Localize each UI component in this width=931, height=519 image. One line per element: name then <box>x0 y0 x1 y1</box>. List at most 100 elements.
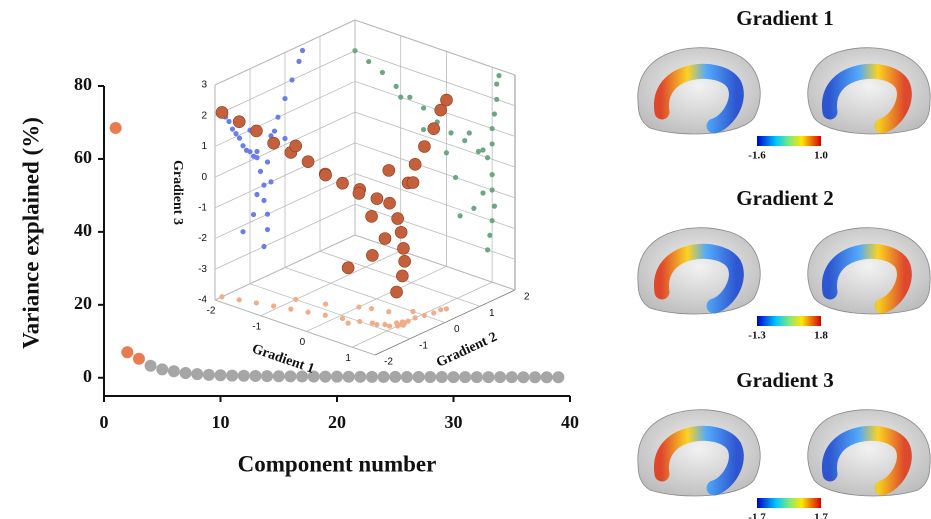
point-3d <box>397 242 410 255</box>
point <box>424 371 437 384</box>
point <box>284 370 297 383</box>
y-tick-label: -2 <box>384 357 393 368</box>
point-3d <box>267 136 280 150</box>
projection-point <box>374 321 380 328</box>
point <box>447 371 460 384</box>
point-3d <box>232 115 246 128</box>
z-tick-label: -2 <box>198 233 207 244</box>
projection-point <box>254 191 260 198</box>
projection-point <box>489 172 495 178</box>
projection-point <box>253 300 260 306</box>
colorbar <box>757 316 821 326</box>
projection-point <box>420 105 427 111</box>
point <box>179 367 192 380</box>
projection-point <box>457 213 463 219</box>
projection-point <box>494 96 500 103</box>
y-tick-label: -1 <box>419 340 428 351</box>
x-tick-label: 40 <box>561 412 579 432</box>
point-3d <box>250 124 263 138</box>
z-tick-label: 3 <box>201 80 207 91</box>
point-3d <box>215 106 229 119</box>
brain-map-region <box>822 425 912 496</box>
y-tick-label: 40 <box>74 220 92 240</box>
point <box>552 371 565 384</box>
projection-point <box>357 318 363 325</box>
projection-point <box>236 135 243 141</box>
projection-point <box>264 159 271 165</box>
grid-line <box>214 299 376 356</box>
projection-point <box>368 305 375 312</box>
point <box>342 370 355 383</box>
projection-point <box>366 58 372 65</box>
point-3d <box>390 285 403 299</box>
grid-line <box>354 234 516 291</box>
point <box>249 369 262 382</box>
projection-point <box>487 232 493 238</box>
point-3d <box>378 232 392 245</box>
point <box>202 368 215 381</box>
projection-point <box>299 47 306 54</box>
x-tick-label: 0 <box>300 337 306 348</box>
point <box>272 370 285 383</box>
projection-point <box>475 148 482 155</box>
projection-point <box>379 69 386 76</box>
projection-point <box>356 304 362 310</box>
colorbar-label: 1.7 <box>814 512 828 519</box>
projection-point <box>491 111 498 117</box>
grid-line <box>354 173 516 229</box>
projection-point <box>240 229 246 235</box>
projection-point <box>393 83 399 89</box>
point-3d <box>319 168 332 182</box>
point <box>412 370 425 383</box>
point <box>319 370 332 383</box>
projection-point <box>407 94 413 100</box>
point <box>354 370 367 383</box>
projection-point <box>254 155 260 161</box>
projection-point <box>496 73 502 79</box>
point <box>400 370 413 383</box>
point <box>109 121 122 134</box>
projection-point <box>484 155 491 161</box>
point-3d <box>408 158 422 171</box>
point <box>365 370 378 383</box>
y-tick-label: 20 <box>74 293 92 313</box>
projection-point <box>489 187 495 193</box>
grid-line <box>354 50 516 107</box>
colorbar-label: 1.0 <box>814 150 828 162</box>
projection-point <box>275 114 281 120</box>
projection-point <box>491 203 498 209</box>
point-3d <box>341 261 355 275</box>
point-3d <box>301 155 315 168</box>
projection-point <box>480 190 486 196</box>
y-tick-label: 60 <box>74 147 92 167</box>
inset-3d: -4 -3 -2 -1 0 1 2 3 -2 -1 0 1 -2 -1 0 1 2 Gradient 3 Gradi… <box>170 19 530 377</box>
projection-point <box>339 315 346 321</box>
projection-point <box>233 131 239 137</box>
point-3d <box>352 187 366 200</box>
point <box>214 369 227 382</box>
projection-point <box>296 58 302 64</box>
projection-point <box>289 77 295 83</box>
projection-point <box>236 297 242 303</box>
y-tick-label: 2 <box>524 292 530 303</box>
projection-point <box>288 306 294 312</box>
projection-point <box>261 243 267 250</box>
projection-point <box>322 312 328 318</box>
grid-line <box>249 283 411 340</box>
z-tick-label: 0 <box>201 172 207 183</box>
point-3d <box>383 196 396 210</box>
point <box>494 371 507 384</box>
projection-point <box>226 118 232 125</box>
projection-point <box>282 135 288 142</box>
point <box>132 352 145 365</box>
projection-point <box>462 138 468 144</box>
projection-point <box>219 294 225 300</box>
brain-map-region <box>654 425 744 496</box>
point-3d <box>406 176 420 189</box>
point <box>331 370 343 383</box>
point <box>296 370 309 383</box>
projection-point <box>484 247 491 253</box>
y-tick-label: 0 <box>83 366 92 386</box>
x-axis-label: Component number <box>238 451 437 476</box>
